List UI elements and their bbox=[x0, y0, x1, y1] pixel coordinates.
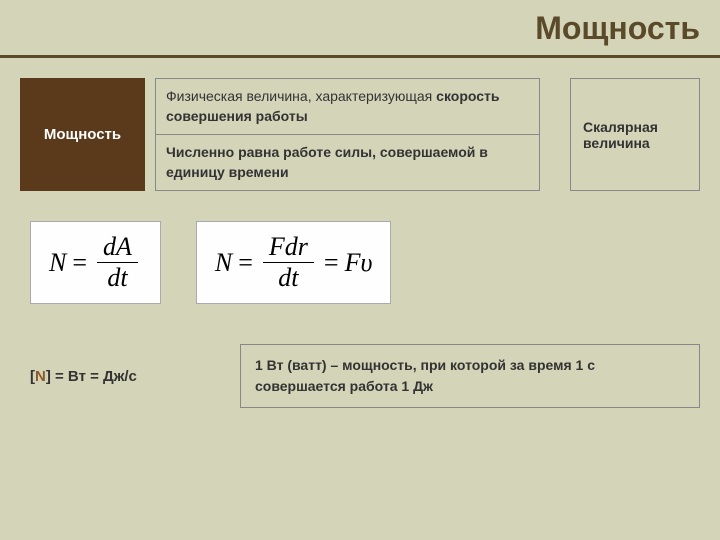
formula-1-num: dA bbox=[97, 234, 138, 263]
slide-content: Мощность Физическая величина, характериз… bbox=[0, 58, 720, 418]
slide-title: Мощность bbox=[20, 10, 700, 47]
unit-notation: [N] = Вт = Дж/с bbox=[30, 368, 200, 385]
bottom-row: [N] = Вт = Дж/с 1 Вт (ватт) – мощность, … bbox=[30, 344, 700, 408]
watt-definition: 1 Вт (ватт) – мощность, при которой за в… bbox=[240, 344, 700, 408]
formula-2-right: Fυ bbox=[345, 248, 373, 278]
definition-1: Физическая величина, характеризующая ско… bbox=[155, 78, 540, 135]
formula-2-den: dt bbox=[272, 263, 304, 291]
formula-1: N = dA dt bbox=[30, 221, 161, 304]
definition-row: Мощность Физическая величина, характериз… bbox=[20, 78, 700, 191]
slide-header: Мощность bbox=[0, 0, 720, 58]
formulas-row: N = dA dt N = Fdr dt = Fυ bbox=[30, 221, 700, 304]
term-box: Мощность bbox=[20, 78, 145, 191]
formula-2-left: N bbox=[215, 248, 232, 278]
definition-column: Физическая величина, характеризующая ско… bbox=[155, 78, 540, 191]
scalar-box: Скалярная величина bbox=[570, 78, 700, 191]
definition-2: Численно равна работе силы, совершаемой … bbox=[155, 135, 540, 191]
formula-2-num: Fdr bbox=[263, 234, 314, 263]
formula-1-left: N bbox=[49, 248, 66, 278]
formula-1-den: dt bbox=[101, 263, 133, 291]
formula-2: N = Fdr dt = Fυ bbox=[196, 221, 392, 304]
